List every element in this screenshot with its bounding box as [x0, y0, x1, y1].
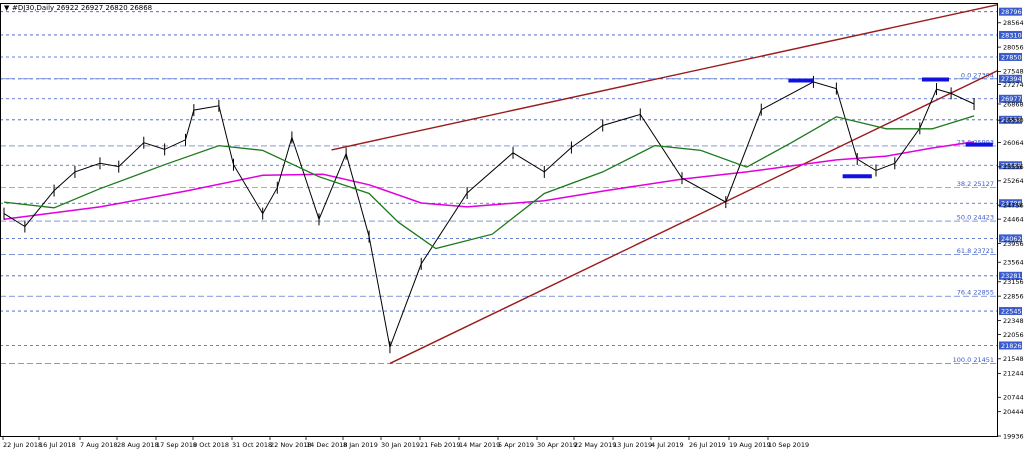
x-tick-label: 14 Mar 2019: [459, 441, 500, 449]
level-price-box: [999, 94, 1022, 103]
price-axis: 28564 28056 27548 27274 26868 26530 26064 25556…: [997, 19, 1024, 440]
level-price-box: [999, 74, 1022, 83]
y-tick-label: 20744: [1003, 394, 1024, 402]
level-price-box: [999, 307, 1022, 316]
x-tick-label: 22 May 2019: [574, 441, 616, 449]
price-series: [3, 75, 975, 354]
x-tick-label: 30 Jan 2019: [381, 441, 420, 449]
level-label: 25589: [1001, 162, 1022, 170]
x-tick-label: 9 Oct 2018: [193, 441, 229, 449]
level-price-box: [999, 30, 1022, 39]
y-tick-label: 24464: [1003, 215, 1024, 223]
y-tick-label: 22348: [1003, 317, 1024, 325]
y-tick-label: 28056: [1003, 43, 1024, 51]
x-tick-label: 31 Oct 2018: [232, 441, 272, 449]
y-tick-label: 22856: [1003, 292, 1024, 300]
level-label: 21826: [1001, 342, 1022, 350]
fibonacci-levels: 0.0 27394 23.6 25993 38.2 25127 50.0 24423 6…: [0, 71, 997, 364]
level-price-box: [999, 199, 1022, 208]
y-tick-label: 20444: [1003, 408, 1024, 416]
level-label: 26977: [1001, 95, 1022, 103]
level-label: 26538: [1001, 116, 1022, 124]
x-tick-label: 10 Sep 2019: [768, 441, 809, 449]
x-tick-label: 7 Aug 2018: [80, 441, 118, 449]
level-label: 28310: [1001, 31, 1022, 39]
y-tick-label: 27548: [1003, 68, 1024, 76]
fib-label: 76.4 22855: [957, 289, 994, 297]
slow-moving-average: [3, 140, 975, 221]
level-price-box: [999, 161, 1022, 170]
x-tick-label: 22 Nov 2018: [270, 441, 312, 449]
trendlines: [331, 4, 998, 365]
level-price-box: [999, 115, 1022, 124]
x-tick-label: 26 Jul 2019: [689, 441, 726, 449]
trendline: [331, 4, 998, 151]
fib-label: 23.6 25993: [957, 138, 994, 146]
y-tick-label: 23956: [1003, 240, 1024, 248]
y-tick-label: 26868: [1003, 100, 1024, 108]
x-tick-label: 30 Apr 2019: [537, 441, 577, 449]
level-label: 22545: [1001, 307, 1022, 315]
level-price-box: [999, 7, 1022, 16]
level-label: 23281: [1001, 272, 1022, 280]
price-line: [3, 81, 975, 350]
trendline: [389, 70, 998, 365]
y-tick-label: 22056: [1003, 331, 1024, 339]
y-tick-label: 28564: [1003, 19, 1024, 27]
y-tick-label: 27274: [1003, 81, 1024, 89]
fib-label: 61.8 23721: [957, 247, 994, 255]
level-label: 24062: [1001, 235, 1022, 243]
header-triangle-icon[interactable]: ▼: [4, 4, 10, 12]
y-tick-label: 24756: [1003, 201, 1024, 209]
level-label: 27394: [1001, 75, 1022, 83]
x-tick-label: 28 Aug 2018: [117, 441, 159, 449]
y-tick-label: 23564: [1003, 259, 1024, 267]
fib-label: 50.0 24423: [957, 214, 994, 222]
slow-ma-line: [3, 140, 975, 221]
fib-label: 100.0 21451: [953, 356, 994, 364]
x-tick-label: 16 Jul 2018: [39, 441, 76, 449]
x-tick-label: 14 Dec 2018: [306, 441, 348, 449]
level-label: 24796: [1001, 200, 1022, 208]
level-price-box: [999, 271, 1022, 280]
x-tick-label: 21 Feb 2019: [420, 441, 460, 449]
level-label: 28796: [1001, 8, 1022, 16]
y-tick-label: 26530: [1003, 116, 1024, 124]
fib-label: 0.0 27394: [961, 71, 994, 79]
y-tick-label: 21548: [1003, 355, 1024, 363]
fib-label: 38.2 25127: [957, 180, 994, 188]
level-label: 27850: [1001, 53, 1022, 61]
level-price-box: [999, 52, 1022, 61]
fast-moving-average: [3, 115, 975, 250]
y-tick-label: 19936: [1003, 432, 1024, 440]
level-price-box: [999, 341, 1022, 350]
fast-ma-line: [3, 115, 975, 250]
x-tick-label: 8 Jan 2019: [343, 441, 378, 449]
plot-frame: [0, 3, 998, 437]
y-tick-label: 23156: [1003, 278, 1024, 286]
y-tick-label: 25556: [1003, 163, 1024, 171]
y-tick-label: 26064: [1003, 139, 1024, 147]
x-tick-label: 5 Apr 2019: [498, 441, 534, 449]
x-tick-label: 19 Aug 2019: [729, 441, 771, 449]
x-tick-label: 4 Jul 2019: [651, 441, 684, 449]
x-tick-label: 22 Jun 2018: [3, 441, 42, 449]
level-price-box: [999, 234, 1022, 243]
chart-header: #DJ30,Daily 26922 26927 26820 26868: [12, 4, 152, 12]
x-tick-label: 13 Jun 2019: [613, 441, 652, 449]
level-markers: [788, 77, 993, 179]
x-tick-label: 17 Sep 2018: [156, 441, 197, 449]
y-tick-label: 21244: [1003, 370, 1024, 378]
y-tick-label: 25264: [1003, 177, 1024, 185]
